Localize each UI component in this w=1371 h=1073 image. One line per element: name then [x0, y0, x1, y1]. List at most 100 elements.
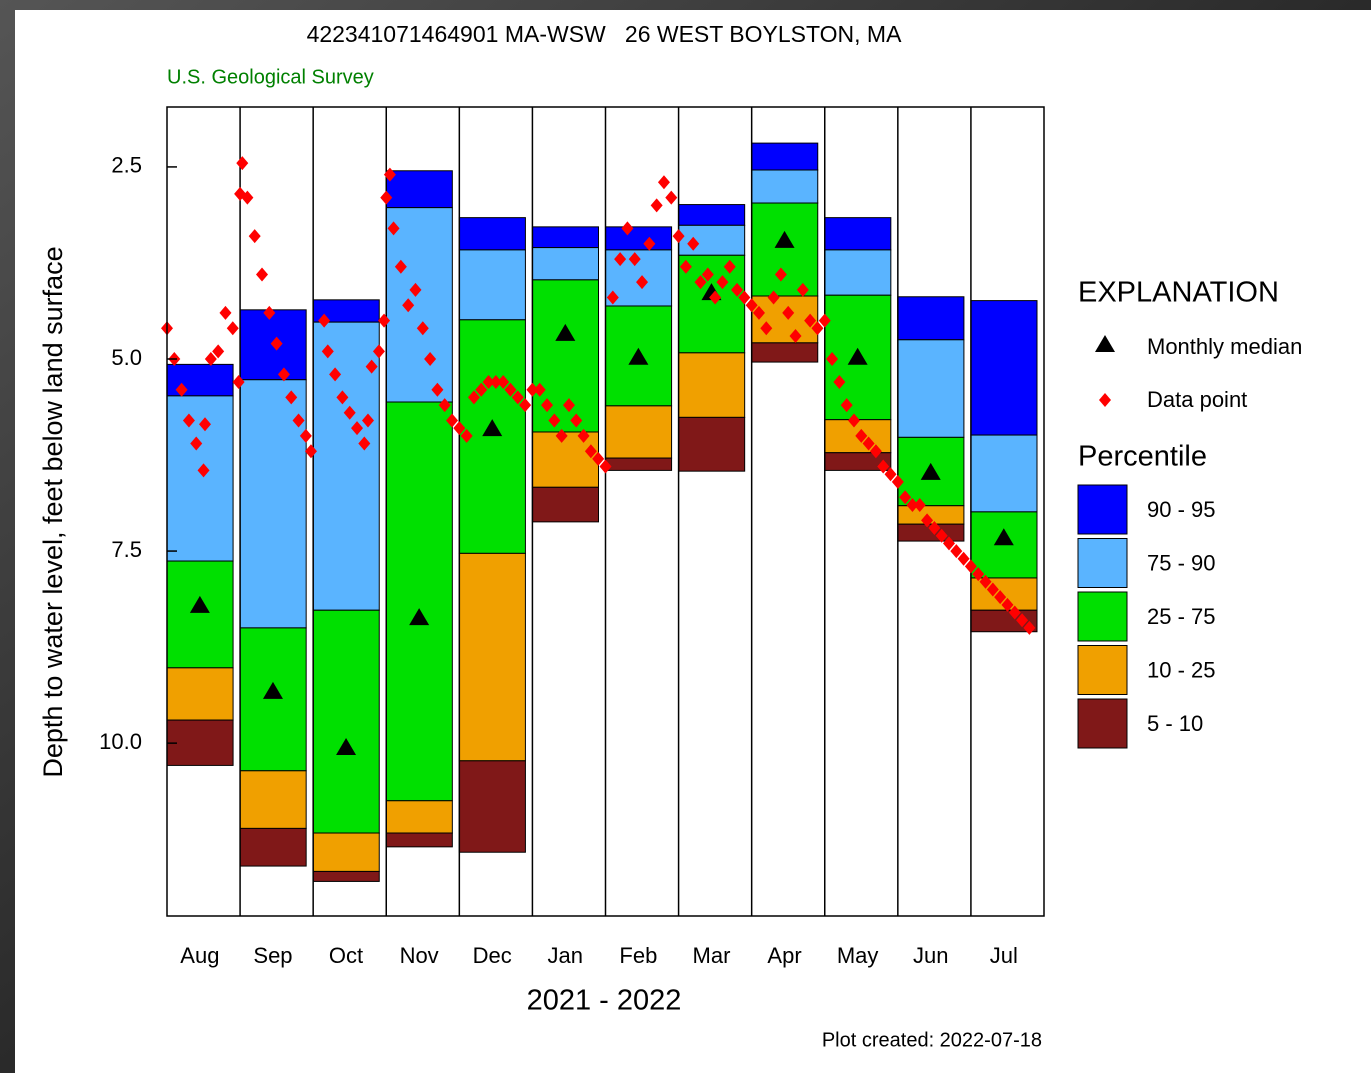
data-point [460, 428, 473, 443]
data-point [372, 344, 385, 359]
data-point [636, 275, 649, 290]
data-point [256, 267, 269, 282]
percentile-band [385, 170, 453, 209]
legend-median-marker [1095, 335, 1115, 352]
percentile-band [531, 226, 600, 249]
data-point [1001, 597, 1014, 612]
data-point [731, 282, 744, 297]
percentile-band [897, 296, 965, 341]
legend-label: Data point [1147, 387, 1247, 412]
data-point [212, 344, 225, 359]
data-point [921, 513, 934, 528]
data-point [709, 290, 722, 305]
percentile-band [312, 870, 380, 882]
data-point [387, 221, 400, 236]
data-point [738, 290, 751, 305]
data-point [343, 405, 356, 420]
percentile-band [531, 431, 600, 488]
data-point [424, 351, 437, 366]
x-tick-label: Mar [693, 943, 731, 968]
percentile-band [678, 416, 746, 472]
median-marker [262, 681, 283, 699]
data-point [555, 428, 568, 443]
data-point [789, 328, 802, 343]
data-point [467, 390, 480, 405]
x-tick-label: May [837, 943, 879, 968]
x-tick-label: Jan [548, 943, 583, 968]
data-point [304, 444, 317, 459]
data-point [241, 190, 254, 205]
data-point [643, 236, 656, 251]
percentile-band [385, 800, 453, 834]
percentile-band [824, 249, 892, 296]
median-marker [628, 347, 649, 365]
percentile-band [605, 405, 673, 459]
data-point [285, 390, 298, 405]
x-tick-label: Dec [473, 943, 512, 968]
percentile-band [385, 207, 453, 403]
data-point [204, 351, 217, 366]
legend-swatch [1077, 538, 1128, 588]
legend-subtitle: Percentile [1078, 441, 1207, 473]
data-point [365, 359, 378, 374]
median-marker [409, 608, 430, 626]
median-marker [555, 323, 576, 341]
data-point [380, 190, 393, 205]
data-point [950, 544, 963, 559]
data-point [248, 229, 261, 244]
x-tick-label: Oct [329, 943, 363, 968]
data-point [723, 259, 736, 274]
data-point [519, 398, 532, 413]
y-tick-label: 5.0 [111, 345, 142, 370]
percentile-band [970, 434, 1038, 513]
x-tick-label: Sep [253, 943, 292, 968]
percentile-band [678, 224, 746, 256]
data-point [1008, 605, 1021, 620]
data-point [614, 252, 627, 267]
percentile-band [531, 247, 600, 281]
data-point [489, 375, 502, 390]
data-point [621, 221, 634, 236]
x-axis-label: 2021 - 2022 [527, 985, 682, 1017]
y-axis-label: Depth to water level, feet below land su… [38, 246, 68, 777]
percentile-band [166, 667, 234, 721]
data-point [497, 375, 510, 390]
data-point [796, 282, 809, 297]
percentile-band [312, 832, 380, 872]
data-point [811, 321, 824, 336]
data-point [270, 336, 283, 351]
percentile-band [824, 217, 892, 251]
data-point [672, 229, 685, 244]
x-tick-label: Aug [180, 943, 219, 968]
data-point [438, 398, 451, 413]
percentile-band [751, 169, 819, 204]
percentile-band [678, 204, 746, 226]
data-point [694, 275, 707, 290]
data-point [475, 382, 488, 397]
median-marker [847, 347, 868, 365]
data-point [236, 156, 249, 171]
data-point [1023, 620, 1036, 635]
percentile-band [531, 279, 600, 433]
data-point [175, 382, 188, 397]
data-point [665, 190, 678, 205]
data-point [197, 463, 210, 478]
percentile-band [897, 339, 965, 438]
data-point [321, 344, 334, 359]
data-point [687, 236, 700, 251]
data-point [774, 267, 787, 282]
percentile-band [751, 342, 819, 363]
legend-label: Monthly median [1147, 334, 1302, 359]
chart-title: 422341071464901 MA-WSW 26 WEST BOYLSTON,… [307, 21, 903, 47]
data-point [533, 382, 546, 397]
y-tick-label: 2.5 [111, 153, 142, 178]
data-point [329, 367, 342, 382]
percentile-band [166, 395, 234, 562]
percentile-band [458, 217, 526, 251]
data-point [899, 490, 912, 505]
note: Plot created: 2022-07-18 [822, 1029, 1042, 1051]
data-point [358, 436, 371, 451]
data-point [190, 436, 203, 451]
